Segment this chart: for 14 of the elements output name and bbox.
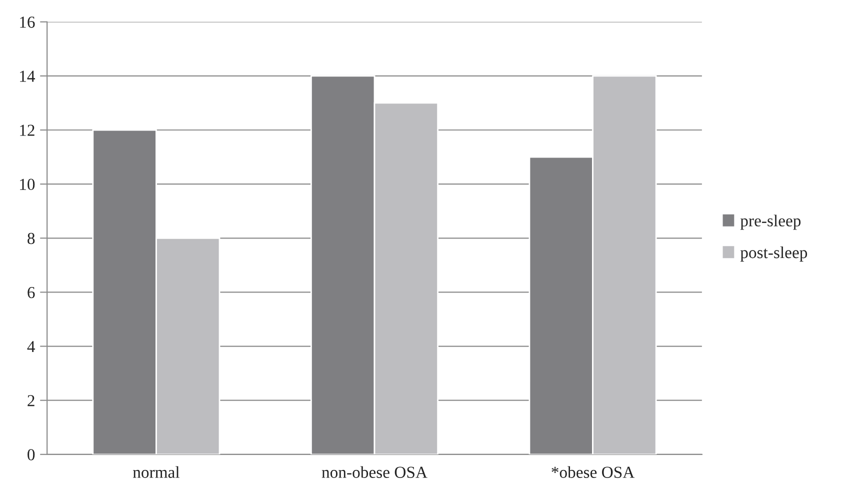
x-tick-label: *obese OSA xyxy=(552,466,635,478)
y-tick-label: 0 xyxy=(28,449,35,460)
y-tick-label: 4 xyxy=(27,341,36,352)
legend-label: post-sleep xyxy=(740,246,808,262)
y-tick-label: 16 xyxy=(20,16,35,28)
x-tick-label: normal xyxy=(133,466,180,478)
y-tick-label: 12 xyxy=(20,124,34,136)
y-tick-label: 10 xyxy=(20,178,35,190)
x-tick-label: non-obese OSA xyxy=(322,466,428,478)
y-tick-label: 8 xyxy=(28,232,35,244)
y-tick-label: 6 xyxy=(28,286,35,298)
y-tick-label: 14 xyxy=(20,70,36,82)
legend-label: pre-sleep xyxy=(740,214,801,230)
y-tick-label: 2 xyxy=(28,395,34,406)
